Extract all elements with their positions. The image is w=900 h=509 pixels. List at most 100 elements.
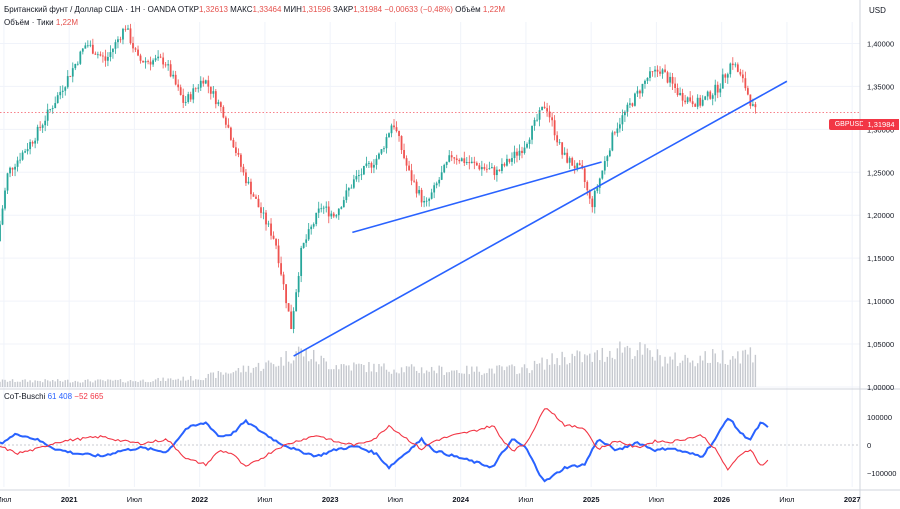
currency-label[interactable]: USD bbox=[869, 6, 886, 15]
candle-body bbox=[573, 165, 576, 169]
volume-bar bbox=[413, 366, 415, 387]
x-tick-label: 2024 bbox=[452, 495, 470, 504]
volume-bar bbox=[295, 351, 297, 387]
volume-bar bbox=[641, 354, 644, 387]
volume-bar bbox=[461, 373, 463, 387]
candle-body bbox=[320, 208, 323, 210]
volume-bar bbox=[79, 382, 82, 387]
cot-header[interactable]: CoT-Buschi 61 408 −52 665 bbox=[4, 392, 103, 401]
candle-body bbox=[317, 208, 320, 213]
volume-bar bbox=[451, 370, 453, 387]
candle-body bbox=[438, 179, 441, 184]
volume-bar bbox=[579, 351, 581, 387]
candle-body bbox=[157, 56, 160, 59]
candle-body bbox=[59, 91, 62, 96]
candle-body bbox=[114, 42, 117, 49]
candle-body bbox=[11, 167, 14, 170]
candle-body bbox=[292, 311, 295, 330]
candle-body bbox=[656, 69, 659, 72]
candle-body bbox=[71, 68, 74, 77]
volume-bar bbox=[385, 369, 388, 387]
volume-bar bbox=[16, 381, 19, 387]
candle-body bbox=[265, 212, 267, 225]
candle-body bbox=[24, 151, 26, 153]
volume-bar bbox=[277, 365, 280, 387]
volume-bar bbox=[107, 379, 109, 387]
volume-bar bbox=[245, 371, 247, 387]
x-tick-label: 2021 bbox=[61, 495, 78, 504]
volume-bar bbox=[734, 358, 737, 387]
ohlc-header: Британский фунт / Доллар США · 1Н · OAND… bbox=[4, 5, 505, 14]
x-tick-label: 2023 bbox=[322, 495, 339, 504]
volume-label: Объём bbox=[455, 5, 481, 14]
candle-body bbox=[300, 247, 303, 276]
candle-body bbox=[498, 169, 501, 171]
candle-body bbox=[6, 173, 9, 191]
candle-body bbox=[262, 212, 265, 214]
volume-bar bbox=[528, 372, 531, 387]
x-tick-label: Июл bbox=[0, 495, 12, 504]
volume-bar bbox=[619, 341, 621, 387]
candle-body bbox=[192, 88, 195, 100]
candle-body bbox=[285, 284, 287, 304]
candle-body bbox=[227, 124, 230, 128]
candle-body bbox=[508, 158, 511, 162]
volume-bar bbox=[9, 380, 11, 387]
high-label: МАКС bbox=[230, 5, 253, 14]
volume-bar bbox=[117, 380, 119, 387]
candle-body bbox=[182, 94, 185, 103]
volume-bar bbox=[521, 367, 523, 387]
candle-body bbox=[112, 48, 114, 53]
volume-indicator-header[interactable]: Объём · Тики 1,22M bbox=[4, 18, 78, 27]
candle-body bbox=[119, 39, 122, 41]
volume-bar bbox=[513, 366, 516, 387]
volume-bar bbox=[240, 372, 242, 387]
volume-bar bbox=[503, 370, 506, 387]
volume-bar bbox=[318, 364, 320, 387]
volume-bar bbox=[225, 372, 227, 387]
volume-bar bbox=[468, 374, 471, 387]
candle-body bbox=[164, 64, 167, 66]
volume-bar bbox=[39, 381, 41, 387]
volume-bar bbox=[26, 381, 29, 387]
candle-body bbox=[736, 64, 739, 72]
volume-bar bbox=[134, 381, 137, 387]
trendlines[interactable] bbox=[293, 80, 788, 357]
volume-bar bbox=[154, 379, 157, 387]
volume-bar bbox=[456, 370, 458, 387]
candle-body bbox=[270, 223, 272, 236]
volume-bar bbox=[701, 360, 704, 387]
candle-body bbox=[1, 208, 4, 225]
candle-body bbox=[152, 60, 154, 65]
volume-bar bbox=[380, 366, 383, 387]
candle-body bbox=[528, 139, 531, 144]
volume-bar bbox=[89, 381, 92, 387]
volume-bar bbox=[262, 368, 265, 387]
instrument-title[interactable]: Британский фунт / Доллар США · 1Н · OAND… bbox=[4, 5, 176, 14]
candle-body bbox=[159, 56, 162, 58]
candle-body bbox=[440, 172, 443, 180]
volume-bar bbox=[694, 366, 696, 387]
volume-bar bbox=[220, 372, 222, 387]
volume-bar bbox=[164, 381, 167, 387]
volume-bar bbox=[358, 363, 360, 387]
volume-bar bbox=[315, 361, 317, 387]
candle-body bbox=[327, 206, 330, 217]
candle-body bbox=[400, 136, 403, 151]
candle-body bbox=[350, 187, 353, 189]
candle-body bbox=[706, 91, 709, 97]
candle-body bbox=[586, 181, 589, 191]
volume-bar bbox=[82, 382, 84, 387]
volume-bar bbox=[87, 379, 89, 387]
candle-body bbox=[365, 163, 368, 166]
candle-body bbox=[571, 158, 574, 166]
candle-body bbox=[721, 74, 724, 89]
volume-bar bbox=[132, 381, 134, 387]
volume-bar bbox=[752, 362, 754, 387]
candle-body bbox=[345, 190, 348, 201]
candle-body bbox=[257, 198, 260, 208]
candle-body bbox=[691, 101, 694, 105]
cot-label: CoT-Buschi bbox=[4, 392, 46, 401]
candle-body bbox=[255, 196, 257, 199]
